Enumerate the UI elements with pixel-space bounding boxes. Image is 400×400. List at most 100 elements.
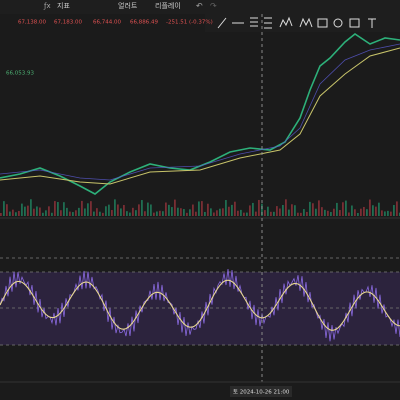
undo-button[interactable]: ↶ [195,2,203,11]
channel-tool[interactable] [264,17,272,29]
volume-bar [276,206,278,216]
volume-bar [288,209,290,216]
volume-bar [195,211,197,216]
volume-bar [189,209,191,216]
volume-bar [294,205,296,216]
volume-bar [324,209,326,216]
volume-bar [246,212,248,216]
volume-bar [363,206,365,216]
volume-bar [261,203,263,216]
volume-bar [243,212,245,216]
volume-bar [300,212,302,216]
volume-bar [42,212,44,216]
crosshair-label-box [230,386,292,397]
high-value: 67,183.00 [54,20,82,26]
volume-bars [0,199,400,216]
volume-bar [336,202,338,216]
volume-bar [354,209,356,216]
volume-bar [108,204,110,216]
volume-bar [159,210,161,216]
rect-tool[interactable] [317,18,328,28]
trend-line-tool[interactable] [217,17,227,29]
volume-bar [258,199,260,216]
volume-bar [114,199,116,216]
volume-bar [60,210,62,216]
volume-bar [297,212,299,216]
indicators-button[interactable]: 지표 [57,1,70,10]
volume-bar [30,199,32,216]
volume-bar [141,200,143,216]
volume-bar [84,208,86,216]
fib-tool[interactable] [250,17,258,27]
volume-bar [348,212,350,216]
volume-bar [120,208,122,216]
volume-bar [3,201,5,216]
measure-tool[interactable] [349,18,360,28]
volume-bar [306,211,308,216]
volume-bar [177,207,179,216]
drawing-tools [217,16,376,29]
volume-bar [171,207,173,216]
circle-tool[interactable] [333,18,343,28]
wave-tool[interactable] [299,17,313,28]
volume-bar [24,206,26,216]
volume-bar [252,202,254,216]
volume-bar [270,211,272,216]
indicator-icon[interactable]: ƒx [43,2,51,10]
volume-bar [333,208,335,216]
volume-bar [279,208,281,216]
volume-bar [264,210,266,216]
volume-bar [45,210,47,216]
volume-bar [372,205,374,216]
volume-bar [291,204,293,216]
volume-bar [9,211,11,216]
volume-bar [390,211,392,216]
volume-bar [93,211,95,216]
ma-label: 66,053.93 [6,71,34,77]
volume-bar [21,203,23,216]
volume-bar [186,212,188,216]
text-tool[interactable] [368,18,376,28]
volume-bar [63,202,65,216]
volume-bar [33,208,35,216]
volume-bar [198,201,200,216]
volume-bar [237,210,239,216]
volume-bar [150,204,152,216]
volume-bar [255,211,257,216]
volume-bar [396,201,398,216]
volume-bar [378,202,380,216]
volume-bar [66,207,68,216]
rsi-line [0,269,400,342]
volume-bar [6,204,8,216]
volume-bar [165,202,167,216]
volume-bar [117,204,119,216]
volume-bar [87,203,89,216]
volume-bar [210,208,212,216]
volume-bar [162,211,164,216]
volume-bar [27,205,29,216]
volume-bar [123,205,125,216]
volume-bar [111,210,113,216]
volume-bar [228,206,230,216]
volume-bar [231,204,233,216]
volume-bar [366,209,368,216]
redo-button[interactable]: ↷ [210,2,217,11]
volume-bar [57,202,59,216]
alerts-button[interactable]: 얼러트 [118,1,138,10]
volume-bar [327,210,329,216]
volume-bar [54,201,56,216]
volume-bar [312,203,314,216]
volume-bar [321,207,323,216]
pattern-tool[interactable] [279,16,293,28]
close-value: 66,886.49 [130,20,158,26]
volume-bar [351,205,353,216]
volume-bar [267,206,269,216]
volume-bar [168,204,170,216]
volume-bar [183,209,185,216]
volume-bar [90,201,92,216]
volume-bar [12,209,14,216]
volume-bar [192,204,194,216]
volume-bar [78,207,80,216]
volume-bar [240,209,242,216]
replay-button[interactable]: 리플레이 [155,1,181,10]
